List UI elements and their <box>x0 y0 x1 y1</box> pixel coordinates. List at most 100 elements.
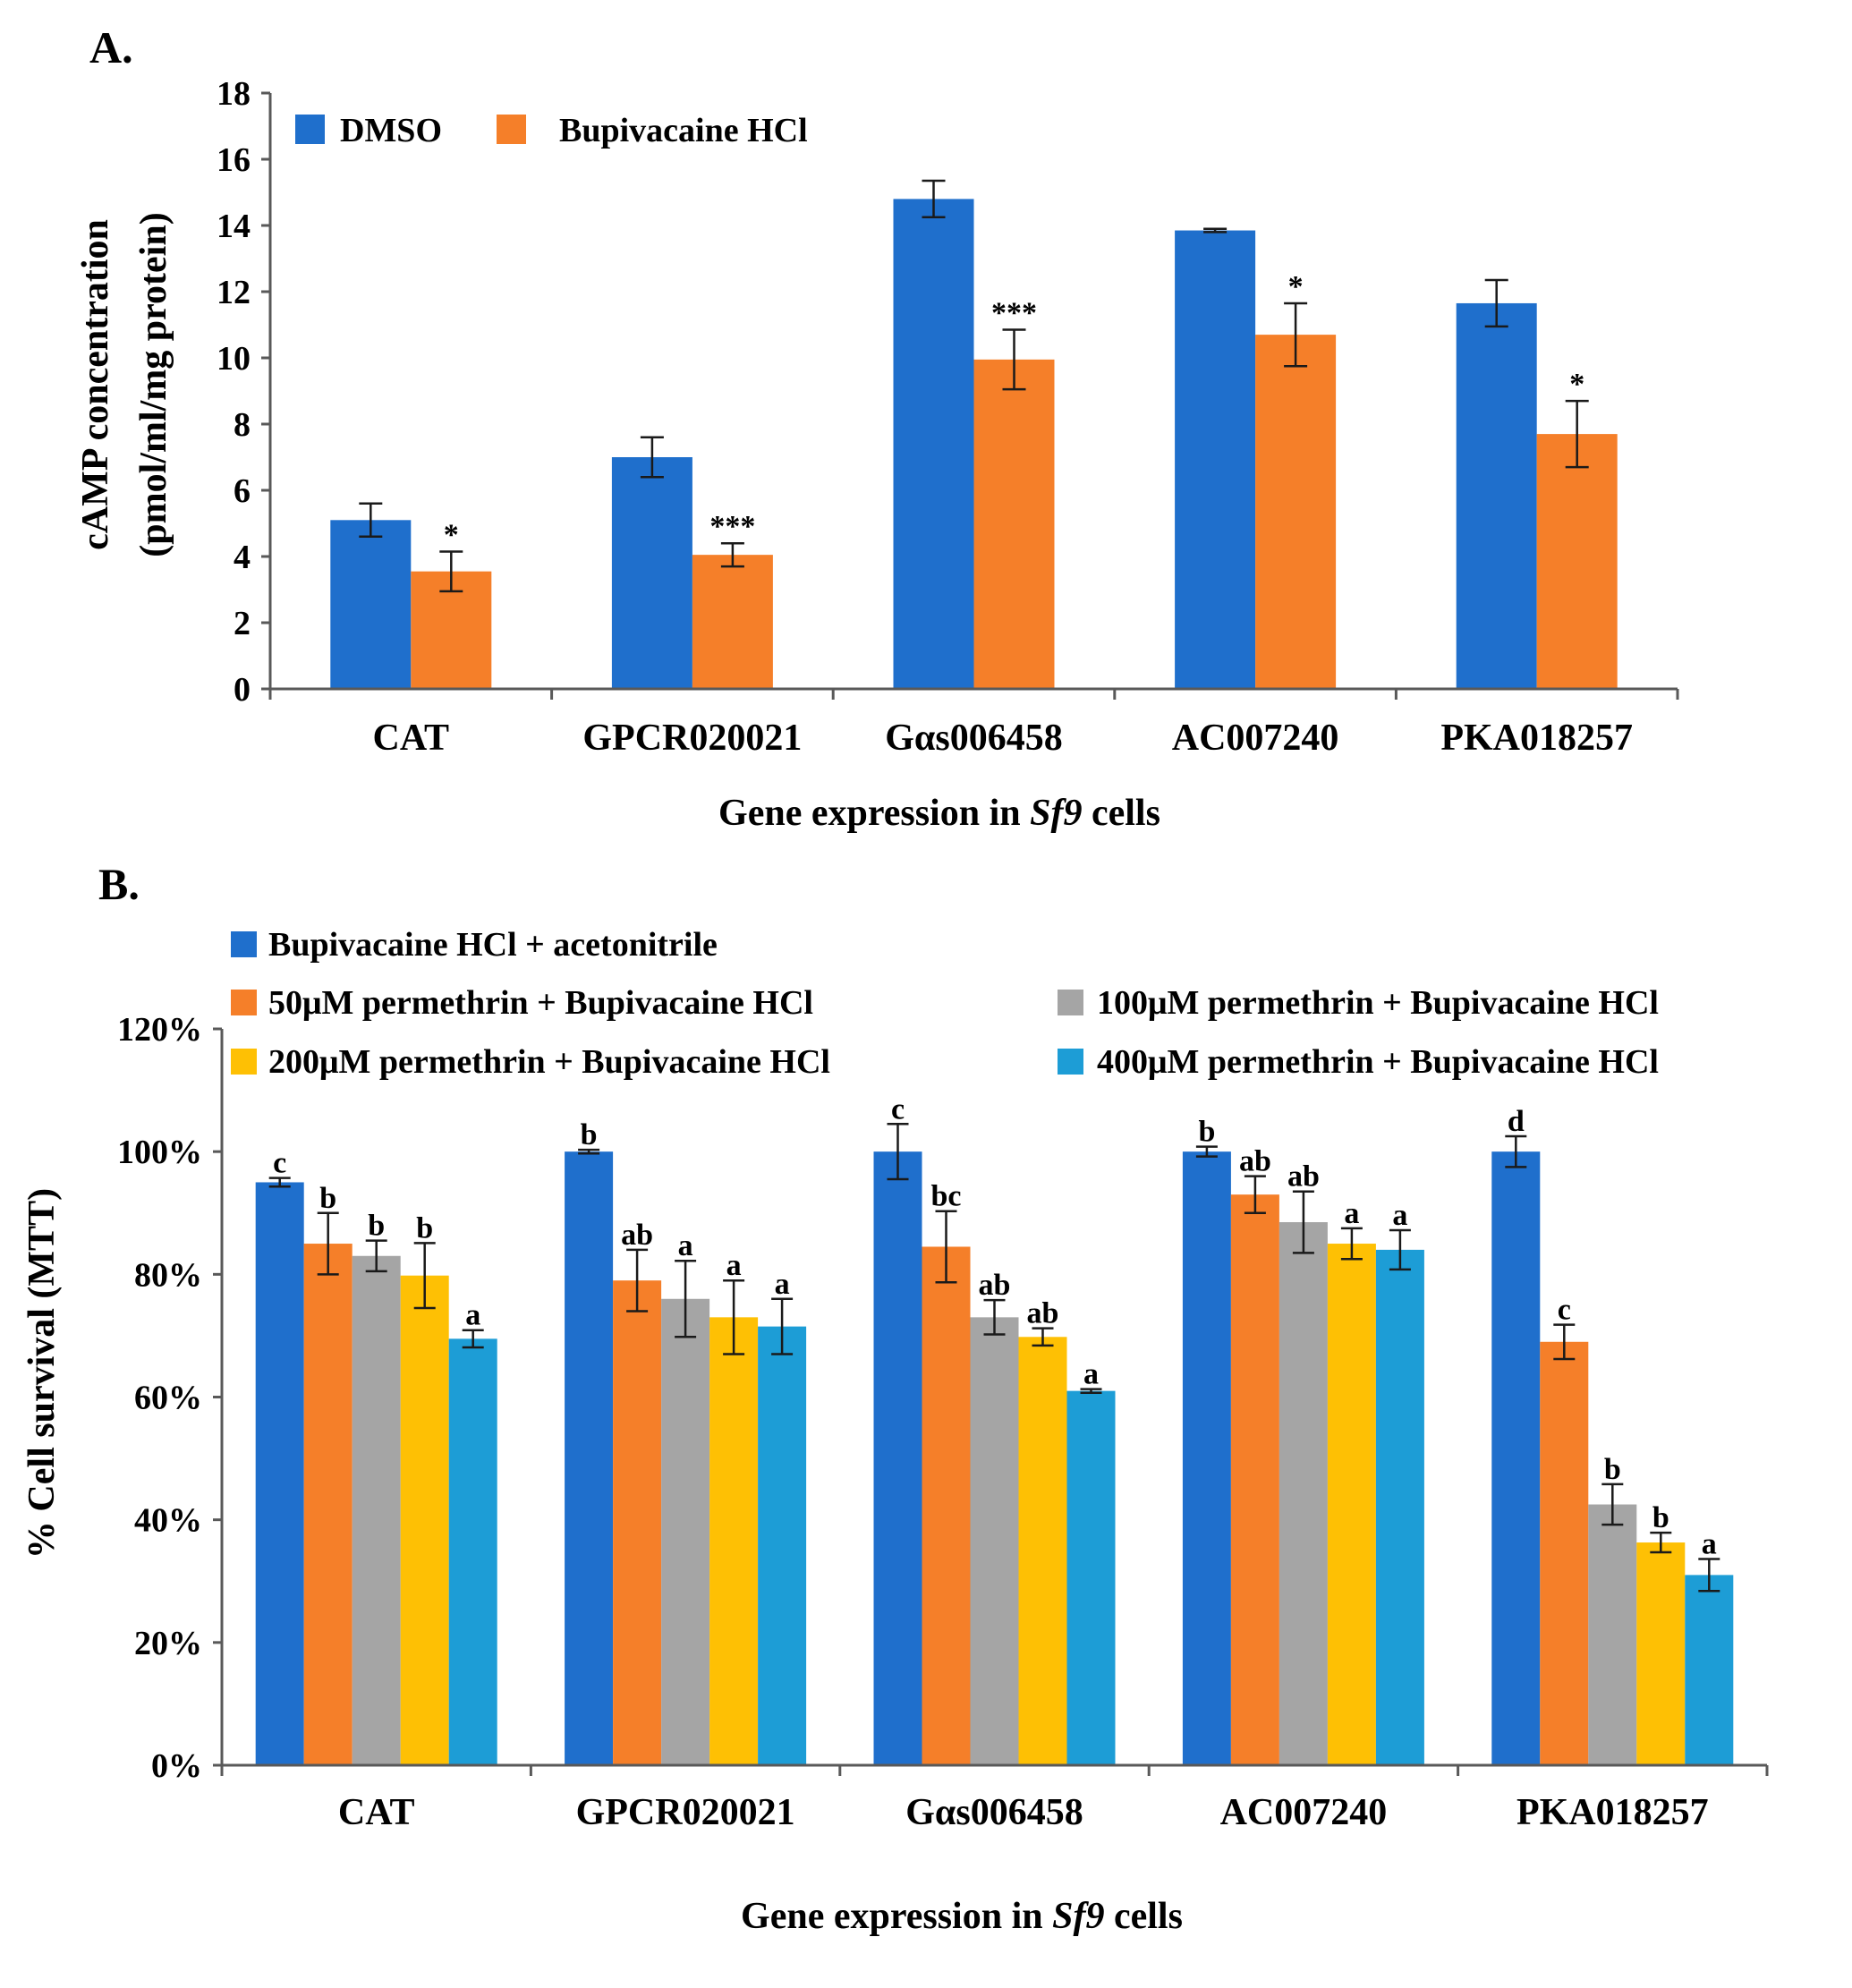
y-tick-label: 6 <box>234 472 251 510</box>
error-bar-50-m-permethrin-bupivacaine-hcl-g-s006458 <box>935 1210 957 1284</box>
bar-dmso-pka018257 <box>1456 302 1537 689</box>
error-bar-50-m-permethrin-bupivacaine-hcl-cat <box>317 1211 339 1276</box>
significance-label: b <box>319 1182 336 1215</box>
significance-label: c <box>273 1147 286 1180</box>
significance-label: * <box>1569 368 1584 401</box>
legend-swatch-50um <box>231 990 257 1015</box>
legend-swatch-dmso <box>295 115 325 144</box>
y-tick-label: 80% <box>134 1256 202 1294</box>
bar-dmso-gpcr020021 <box>611 457 692 689</box>
panel-a-ylabel-line2: (pmol/ml/mg protein) <box>133 212 174 556</box>
error-bar-200-m-permethrin-bupivacaine-hcl-ac007240 <box>1340 1227 1363 1261</box>
bar-400-m-permethrin-bupivacaine-hcl-pka018257 <box>1685 1575 1734 1765</box>
legend-swatch-100um <box>1058 990 1083 1015</box>
y-tick-label: 12 <box>217 274 251 311</box>
error-bar-100-m-permethrin-bupivacaine-hcl-cat <box>365 1239 387 1273</box>
significance-label: d <box>1508 1105 1525 1138</box>
error-bar-50-m-permethrin-bupivacaine-hcl-gpcr020021 <box>626 1248 649 1313</box>
y-tick-label: 2 <box>234 605 251 642</box>
error-bar-100-m-permethrin-bupivacaine-hcl-ac007240 <box>1292 1190 1314 1254</box>
x-category-label-gpcr020021: GPCR020021 <box>582 718 802 759</box>
significance-label: c <box>891 1092 905 1126</box>
error-bar-200-m-permethrin-bupivacaine-hcl-g-s006458 <box>1032 1327 1054 1347</box>
bar-100-m-permethrin-bupivacaine-hcl-ac007240 <box>1279 1222 1328 1765</box>
bar-bupivacaine-hcl-pka018257 <box>1536 434 1618 689</box>
legend-label-dmso: DMSO <box>340 112 442 149</box>
error-bar-dmso-cat <box>359 502 383 539</box>
x-category-label-pka018257: PKA018257 <box>1516 1792 1709 1833</box>
bar-dmso-g-s006458 <box>893 199 974 689</box>
error-bar-bupivacaine-hcl-acetonitrile-g-s006458 <box>887 1123 909 1181</box>
y-tick-label: 18 <box>217 75 251 113</box>
error-bar-dmso-ac007240 <box>1203 227 1228 234</box>
significance-label: a <box>1083 1358 1099 1391</box>
bar-dmso-ac007240 <box>1175 230 1256 689</box>
significance-label: *** <box>991 297 1037 330</box>
bar-100-m-permethrin-bupivacaine-hcl-g-s006458 <box>970 1317 1019 1765</box>
significance-label: b <box>581 1118 598 1151</box>
panel-b-ylabel: % Cell survival (MTT) <box>21 1188 63 1559</box>
panel-b-legend: Bupivacaine HCl + acetonitrile 50μM perm… <box>231 926 1659 1081</box>
significance-label: ab <box>979 1269 1011 1302</box>
bar-100-m-permethrin-bupivacaine-hcl-pka018257 <box>1588 1504 1637 1765</box>
error-bar-50-m-permethrin-bupivacaine-hcl-ac007240 <box>1244 1175 1266 1214</box>
error-bar-200-m-permethrin-bupivacaine-hcl-pka018257 <box>1650 1531 1672 1554</box>
y-tick-label: 16 <box>217 141 251 179</box>
legend-swatch-acetonitrile <box>231 931 257 957</box>
panel-b-axes <box>220 1029 1769 1776</box>
bar-bupivacaine-hcl-acetonitrile-gpcr020021 <box>565 1151 614 1765</box>
error-bar-400-m-permethrin-bupivacaine-hcl-pka018257 <box>1698 1558 1720 1593</box>
legend-swatch-200um <box>231 1049 257 1075</box>
y-tick-label: 60% <box>134 1380 202 1417</box>
panel-a-legend: DMSO Bupivacaine HCl <box>295 112 808 149</box>
bar-400-m-permethrin-bupivacaine-hcl-cat <box>448 1338 497 1765</box>
x-category-label-g-s006458: Gαs006458 <box>885 718 1062 759</box>
error-bar-bupivacaine-hcl-pka018257 <box>1565 399 1589 469</box>
panel-a-xlabel-suffix: cells <box>1082 793 1160 834</box>
y-tick-label: 100% <box>117 1134 202 1171</box>
panel-b-category-labels: CAT GPCR020021 Gαs006458 AC007240 PKA018257 <box>338 1792 1709 1833</box>
y-tick-label: 0% <box>151 1747 202 1785</box>
error-bar-400-m-permethrin-bupivacaine-hcl-ac007240 <box>1389 1228 1411 1271</box>
bar-dmso-cat <box>330 520 412 689</box>
bar-50-m-permethrin-bupivacaine-hcl-g-s006458 <box>922 1246 971 1765</box>
bar-50-m-permethrin-bupivacaine-hcl-cat <box>303 1244 353 1765</box>
significance-label: bc <box>931 1180 962 1213</box>
error-bar-bupivacaine-hcl-acetonitrile-ac007240 <box>1195 1145 1218 1158</box>
bar-bupivacaine-hcl-gpcr020021 <box>692 555 773 689</box>
significance-label: a <box>1392 1199 1407 1232</box>
bar-50-m-permethrin-bupivacaine-hcl-ac007240 <box>1230 1194 1279 1765</box>
error-bar-50-m-permethrin-bupivacaine-hcl-pka018257 <box>1553 1323 1576 1361</box>
legend-label-50um: 50μM permethrin + Bupivacaine HCl <box>268 984 813 1022</box>
x-category-label-cat: CAT <box>373 718 450 759</box>
bar-100-m-permethrin-bupivacaine-hcl-gpcr020021 <box>661 1298 710 1765</box>
significance-label: ab <box>1027 1297 1059 1330</box>
bar-50-m-permethrin-bupivacaine-hcl-gpcr020021 <box>613 1280 662 1765</box>
significance-label: b <box>416 1211 433 1245</box>
significance-label: b <box>1652 1501 1669 1534</box>
panel-a-y-axis-ticks: 0 2 4 6 8 10 12 14 16 18 <box>217 75 270 709</box>
error-bar-bupivacaine-hcl-g-s006458 <box>1002 328 1026 391</box>
panel-a-letter: A. <box>89 22 133 72</box>
x-category-label-gpcr020021: GPCR020021 <box>576 1792 795 1833</box>
bar-50-m-permethrin-bupivacaine-hcl-pka018257 <box>1540 1341 1589 1765</box>
error-bar-bupivacaine-hcl-acetonitrile-pka018257 <box>1505 1134 1527 1168</box>
error-bar-100-m-permethrin-bupivacaine-hcl-g-s006458 <box>983 1298 1006 1336</box>
error-bar-dmso-gpcr020021 <box>640 436 664 479</box>
error-bar-dmso-g-s006458 <box>922 179 946 218</box>
bar-200-m-permethrin-bupivacaine-hcl-gpcr020021 <box>709 1317 759 1765</box>
significance-label: b <box>368 1210 385 1243</box>
panel-b: B. Bupivacaine HCl + acetonitrile 50μM p… <box>21 859 1769 1937</box>
error-bar-dmso-pka018257 <box>1484 278 1508 328</box>
significance-label: a <box>678 1229 693 1262</box>
panel-a-xlabel-italic: Sf9 <box>1030 793 1082 834</box>
panel-b-xlabel: Gene expression in Sf9 cells <box>741 1896 1183 1937</box>
significance-label: * <box>444 518 459 551</box>
error-bar-bupivacaine-hcl-acetonitrile-cat <box>268 1177 291 1188</box>
significance-label: b <box>1604 1453 1621 1486</box>
y-tick-label: 120% <box>117 1011 202 1049</box>
error-bar-400-m-permethrin-bupivacaine-hcl-gpcr020021 <box>771 1297 794 1355</box>
panel-b-y-axis-ticks: 0% 20% 40% 60% 80% 100% 120% <box>117 1011 222 1785</box>
